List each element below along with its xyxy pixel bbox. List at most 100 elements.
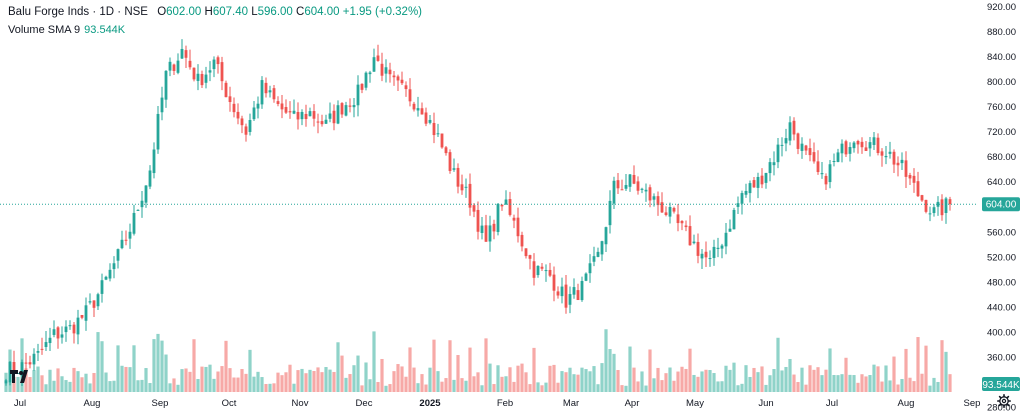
volume-bar — [668, 367, 672, 392]
candle-body — [892, 151, 896, 165]
candle-body — [748, 183, 752, 194]
candle-body — [480, 225, 484, 234]
x-tick-label: Dec — [356, 398, 373, 409]
volume-bar — [204, 366, 208, 392]
y-tick-label: 520.00 — [987, 252, 1016, 263]
candle-body — [332, 110, 336, 124]
x-axis-ticks: Jul Aug Sep Oct Nov Dec 2025 Feb Mar Apr May Jun Jul… — [14, 398, 981, 409]
y-tick-label: 800.00 — [987, 77, 1016, 88]
y-tick-label: 760.00 — [987, 102, 1016, 113]
candle-body — [736, 203, 740, 207]
candle-body — [284, 107, 288, 113]
candle-body — [716, 247, 720, 249]
volume-bar — [604, 329, 608, 392]
candle-body — [728, 228, 732, 232]
candle-body — [188, 60, 192, 68]
candle-body — [428, 119, 432, 123]
volume-bar — [116, 345, 120, 392]
volume-bar — [908, 377, 912, 392]
candle-body — [636, 181, 640, 191]
candle-body — [788, 122, 792, 141]
candle-body — [100, 280, 104, 294]
tradingview-logo-icon[interactable] — [10, 370, 32, 384]
candle-body — [296, 111, 300, 120]
candle-body — [40, 348, 44, 350]
volume-bar — [196, 379, 200, 392]
volume-bar — [776, 337, 780, 392]
volume-bar — [448, 340, 452, 392]
candle-body — [832, 160, 836, 162]
volume-bar — [884, 365, 888, 392]
candle-body — [908, 175, 912, 179]
volume-bar — [332, 371, 336, 392]
candle-body — [292, 110, 296, 114]
candle-body — [176, 60, 180, 73]
candle-body — [912, 175, 916, 183]
volume-bar — [636, 381, 640, 392]
indicator-legend[interactable]: Volume SMA 9 93.544K — [8, 24, 125, 36]
volume-bar — [416, 383, 420, 392]
volume-bar — [248, 349, 252, 392]
candle-body — [344, 105, 348, 116]
volume-bar — [876, 366, 880, 392]
volume-bar — [568, 367, 572, 392]
candle-body — [896, 162, 900, 166]
volume-bar — [468, 347, 472, 392]
volume-bar — [664, 373, 668, 392]
candle-body — [868, 142, 872, 149]
volume-bar — [716, 381, 720, 392]
volume-bar — [712, 373, 716, 392]
candle-body — [608, 200, 612, 226]
y-tick-label: 880.00 — [987, 27, 1016, 38]
candle-body — [372, 57, 376, 72]
volume-bar — [596, 384, 600, 392]
candle-body — [384, 67, 388, 74]
volume-bar — [216, 371, 220, 392]
volume-bar — [464, 380, 468, 392]
volume-bar — [380, 358, 384, 392]
candle-body — [120, 239, 124, 249]
candle-body — [560, 286, 564, 297]
volume-bar — [796, 382, 800, 392]
candle-body — [48, 337, 52, 344]
candle-body — [252, 107, 256, 120]
volume-bar — [524, 372, 528, 392]
candle-body — [272, 88, 276, 100]
candle-body — [456, 167, 460, 187]
volume-bar — [484, 338, 488, 392]
x-tick-label: Apr — [625, 398, 640, 409]
gear-icon[interactable] — [997, 394, 1011, 408]
candle-body — [624, 185, 628, 189]
candle-body — [264, 82, 268, 94]
volume-bar — [684, 368, 688, 392]
candle-body — [104, 276, 108, 280]
volume-bar — [544, 382, 548, 392]
candle-body — [440, 133, 444, 148]
candle-body — [840, 143, 844, 154]
x-tick-label: Oct — [222, 398, 237, 409]
volume-bar — [228, 368, 232, 392]
candle-body — [132, 212, 136, 234]
open-value: 602.00 — [166, 6, 202, 18]
volume-bar — [436, 371, 440, 392]
volume-bar — [160, 340, 164, 392]
volume-bar — [316, 367, 320, 392]
volume-bar — [720, 381, 724, 392]
y-tick-label: 280.00 — [987, 403, 1016, 414]
volume-bar — [476, 372, 480, 392]
candle-body — [688, 226, 692, 246]
candle-body — [168, 61, 172, 71]
volume-bar — [528, 384, 532, 392]
x-tick-label: Jul — [14, 398, 26, 409]
candle-body — [256, 103, 260, 109]
volume-bar — [392, 371, 396, 392]
volume-bar — [300, 368, 304, 392]
candle-body — [44, 342, 48, 348]
volume-bar — [652, 378, 656, 392]
candle-body — [312, 111, 316, 119]
candle-body — [528, 255, 532, 259]
candle-body — [392, 75, 396, 78]
candle-body — [144, 185, 148, 203]
candle-body — [448, 152, 452, 171]
